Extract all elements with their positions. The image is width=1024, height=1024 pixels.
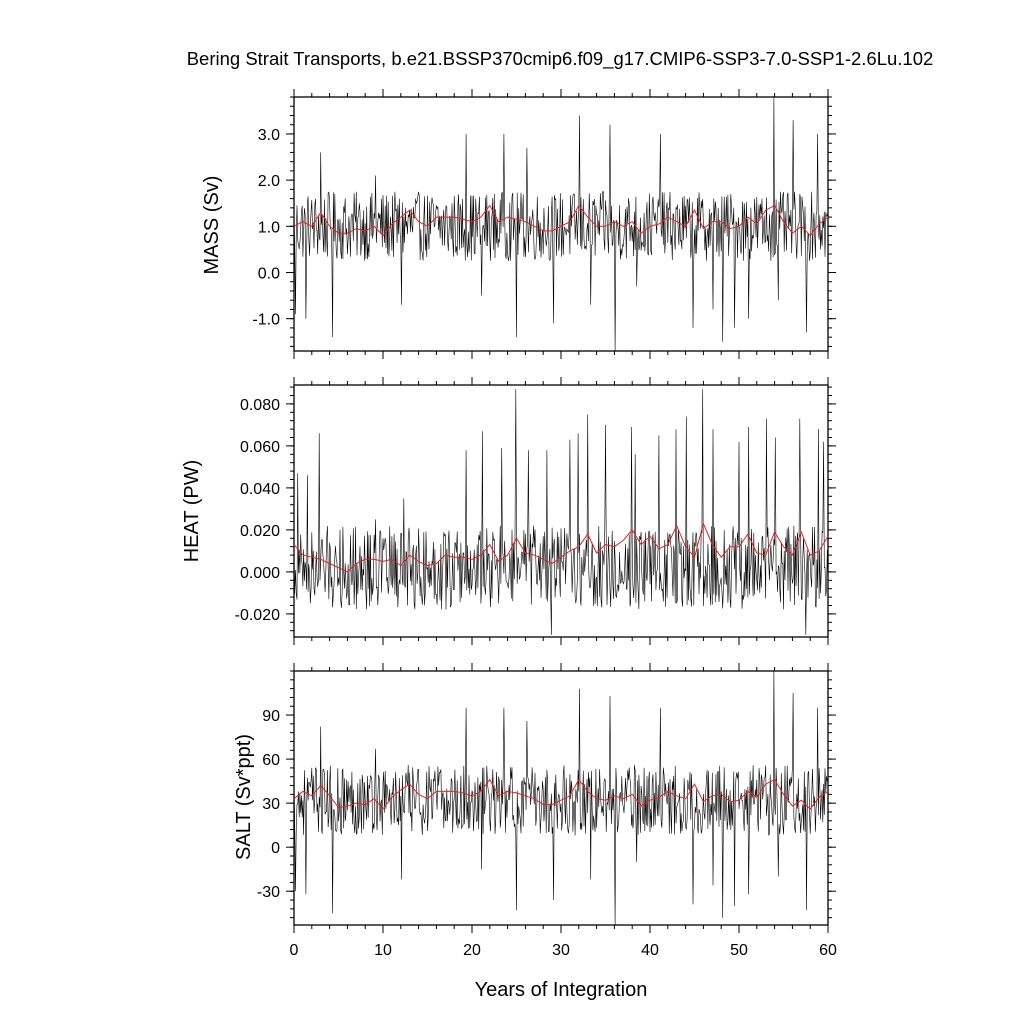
y-tick-label: 0 [271,840,280,857]
x-tick-label: 0 [290,942,299,959]
x-axis-label: Years of Integration [475,979,648,1001]
salt-y-axis-label: SALT (Sv*ppt) [233,734,255,860]
salt-panel: SALT (Sv*ppt) Years of Integration -30 0 3… [233,663,837,1001]
y-tick-label: 30 [262,796,280,813]
x-tick-label: 10 [374,942,392,959]
y-tick-label: -0.020 [235,607,280,624]
y-tick-label: 0.020 [240,523,280,540]
annual-mean-line [293,522,829,573]
heat-y-axis-label: HEAT (PW) [181,460,203,563]
mass-y-axis-label: MASS (Sv) [201,176,223,275]
monthly-series-line [293,670,829,926]
y-tick-label: -30 [257,884,280,901]
y-tick-label: 0.040 [240,481,280,498]
annual-mean-line [293,204,829,237]
chart-title: Bering Strait Transports, b.e21.BSSP370c… [187,48,934,70]
annual-mean-line [293,778,829,810]
x-tick-label: 30 [552,942,570,959]
x-tick-label: 50 [730,942,748,959]
monthly-series-line [293,389,829,635]
heat-panel: HEAT (PW) -0.020 0.000 0.020 0.040 0.060 0.08… [181,377,836,645]
y-tick-label: 0.0 [258,265,280,282]
y-tick-label: 2.0 [258,173,280,190]
y-tick-label: 1.0 [258,219,280,236]
y-tick-label: 3.0 [258,127,280,144]
y-tick-label: -1.0 [252,312,280,329]
y-tick-label: 0.060 [240,439,280,456]
y-tick-label: 90 [262,708,280,725]
x-tick-label: 20 [463,942,481,959]
y-tick-label: 0.080 [240,397,280,414]
y-tick-label: 60 [262,752,280,769]
y-tick-label: 0.000 [240,565,280,582]
x-tick-label: 40 [641,942,659,959]
panel-frame [293,384,829,638]
monthly-series-line [293,96,829,352]
x-tick-label: 60 [819,942,837,959]
mass-panel: MASS (Sv) -1.0 0.0 1.0 2.0 3.0 [201,89,836,359]
